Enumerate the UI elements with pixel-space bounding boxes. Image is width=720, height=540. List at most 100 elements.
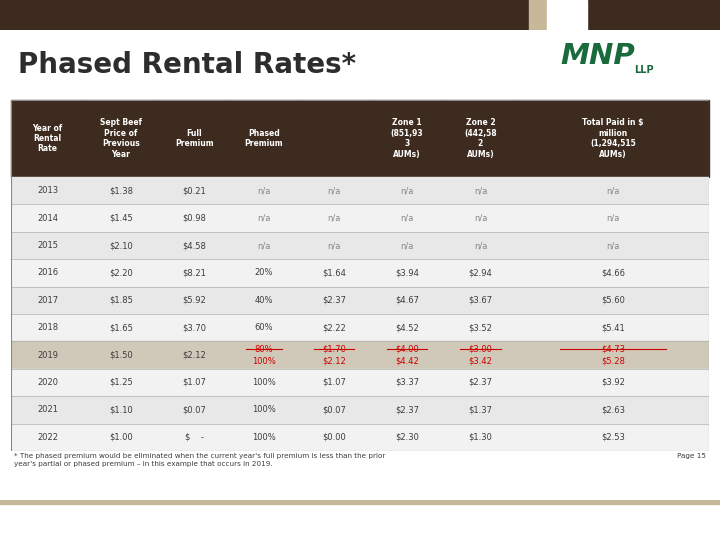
Text: $4.42: $4.42 — [395, 356, 419, 366]
Text: $0.07: $0.07 — [182, 406, 206, 414]
Text: $3.92: $3.92 — [601, 378, 625, 387]
Text: n/a: n/a — [400, 186, 414, 195]
Text: Zone 2
(442,58
2
AUMs): Zone 2 (442,58 2 AUMs) — [464, 118, 497, 159]
Bar — [231, 100, 297, 177]
Text: $1.07: $1.07 — [322, 378, 346, 387]
Bar — [371, 100, 444, 177]
Text: $3.67: $3.67 — [469, 296, 492, 305]
Text: $3.94: $3.94 — [395, 268, 419, 278]
Text: n/a: n/a — [474, 214, 487, 222]
Text: $3.00: $3.00 — [469, 345, 492, 354]
Text: $1.30: $1.30 — [469, 433, 492, 442]
Text: n/a: n/a — [606, 241, 620, 250]
Text: $3.52: $3.52 — [469, 323, 492, 332]
Text: 100%: 100% — [252, 406, 276, 414]
Text: ACCOUNTING  ›  CONSULTING  ›  TAX: ACCOUNTING › CONSULTING › TAX — [18, 518, 202, 528]
Bar — [517, 100, 709, 177]
Text: 2021: 2021 — [37, 406, 58, 414]
Text: $2.37: $2.37 — [395, 406, 419, 414]
Bar — [547, 0, 587, 30]
Text: $5.41: $5.41 — [601, 323, 625, 332]
Text: 2013: 2013 — [37, 186, 58, 195]
Text: Year of
Rental
Rate: Year of Rental Rate — [32, 124, 63, 153]
Text: n/a: n/a — [606, 186, 620, 195]
Bar — [0, 500, 720, 504]
Text: $    -: $ - — [185, 433, 204, 442]
Text: LLP: LLP — [634, 65, 654, 76]
Text: $1.64: $1.64 — [322, 268, 346, 278]
Text: $2.37: $2.37 — [469, 378, 492, 387]
Text: 2015: 2015 — [37, 241, 58, 250]
Text: $1.38: $1.38 — [109, 186, 132, 195]
Text: $1.00: $1.00 — [109, 433, 132, 442]
Text: Total Paid in $
million
(1,294,515
AUMs): Total Paid in $ million (1,294,515 AUMs) — [582, 118, 644, 159]
Text: n/a: n/a — [257, 186, 271, 195]
Text: $4.52: $4.52 — [395, 323, 419, 332]
Text: 60%: 60% — [255, 323, 274, 332]
Text: $2.30: $2.30 — [395, 433, 419, 442]
Text: $4.58: $4.58 — [182, 241, 206, 250]
Text: 2019: 2019 — [37, 350, 58, 360]
Text: 100%: 100% — [252, 378, 276, 387]
Bar — [11, 341, 709, 369]
Text: $0.21: $0.21 — [182, 186, 206, 195]
Bar — [11, 423, 709, 451]
Text: n/a: n/a — [474, 241, 487, 250]
Text: $1.10: $1.10 — [109, 406, 132, 414]
Text: $5.60: $5.60 — [601, 296, 625, 305]
Bar — [444, 100, 517, 177]
Text: 2016: 2016 — [37, 268, 58, 278]
Text: n/a: n/a — [327, 186, 341, 195]
Text: * The phased premium would be eliminated when the current year's full premium is: * The phased premium would be eliminated… — [14, 454, 386, 467]
Bar — [0, 0, 529, 30]
Text: n/a: n/a — [257, 214, 271, 222]
Text: $5.92: $5.92 — [182, 296, 206, 305]
Text: 2017: 2017 — [37, 296, 58, 305]
Text: $1.70: $1.70 — [322, 345, 346, 354]
Text: n/a: n/a — [400, 214, 414, 222]
Bar — [11, 369, 709, 396]
Bar — [529, 0, 547, 30]
Text: $2.94: $2.94 — [469, 268, 492, 278]
Text: 2018: 2018 — [37, 323, 58, 332]
Text: $2.37: $2.37 — [322, 296, 346, 305]
Text: $8.21: $8.21 — [182, 268, 206, 278]
Text: n/a: n/a — [327, 241, 341, 250]
Text: 40%: 40% — [255, 296, 273, 305]
Text: $4.00: $4.00 — [395, 345, 419, 354]
Text: $1.50: $1.50 — [109, 350, 132, 360]
Text: Page 15: Page 15 — [677, 454, 706, 460]
Text: $2.22: $2.22 — [322, 323, 346, 332]
Text: 100%: 100% — [252, 356, 276, 366]
Bar — [587, 0, 720, 30]
Text: $0.07: $0.07 — [322, 406, 346, 414]
Text: 2020: 2020 — [37, 378, 58, 387]
Bar — [297, 100, 371, 177]
Text: n/a: n/a — [257, 241, 271, 250]
Text: $1.85: $1.85 — [109, 296, 132, 305]
Text: $1.07: $1.07 — [182, 378, 206, 387]
Text: $1.25: $1.25 — [109, 378, 132, 387]
Text: $4.66: $4.66 — [601, 268, 625, 278]
Bar — [11, 314, 709, 341]
Bar — [11, 232, 709, 259]
Text: n/a: n/a — [327, 214, 341, 222]
Text: MNP.ca: MNP.ca — [657, 518, 702, 528]
Text: n/a: n/a — [474, 186, 487, 195]
Text: $2.63: $2.63 — [601, 406, 625, 414]
Text: $1.65: $1.65 — [109, 323, 132, 332]
Bar — [11, 287, 709, 314]
Text: $1.37: $1.37 — [469, 406, 492, 414]
Text: Phased Rental Rates*: Phased Rental Rates* — [18, 51, 356, 79]
Text: $2.20: $2.20 — [109, 268, 132, 278]
Text: $4.67: $4.67 — [395, 296, 419, 305]
Text: $0.98: $0.98 — [182, 214, 206, 222]
Text: $2.12: $2.12 — [322, 356, 346, 366]
Text: n/a: n/a — [606, 214, 620, 222]
Text: 80%: 80% — [255, 345, 274, 354]
Text: MNP: MNP — [560, 42, 635, 70]
Text: Zone 1
(851,93
3
AUMs): Zone 1 (851,93 3 AUMs) — [391, 118, 423, 159]
Text: $3.37: $3.37 — [395, 378, 419, 387]
Text: $2.12: $2.12 — [182, 350, 206, 360]
Text: $5.28: $5.28 — [601, 356, 625, 366]
